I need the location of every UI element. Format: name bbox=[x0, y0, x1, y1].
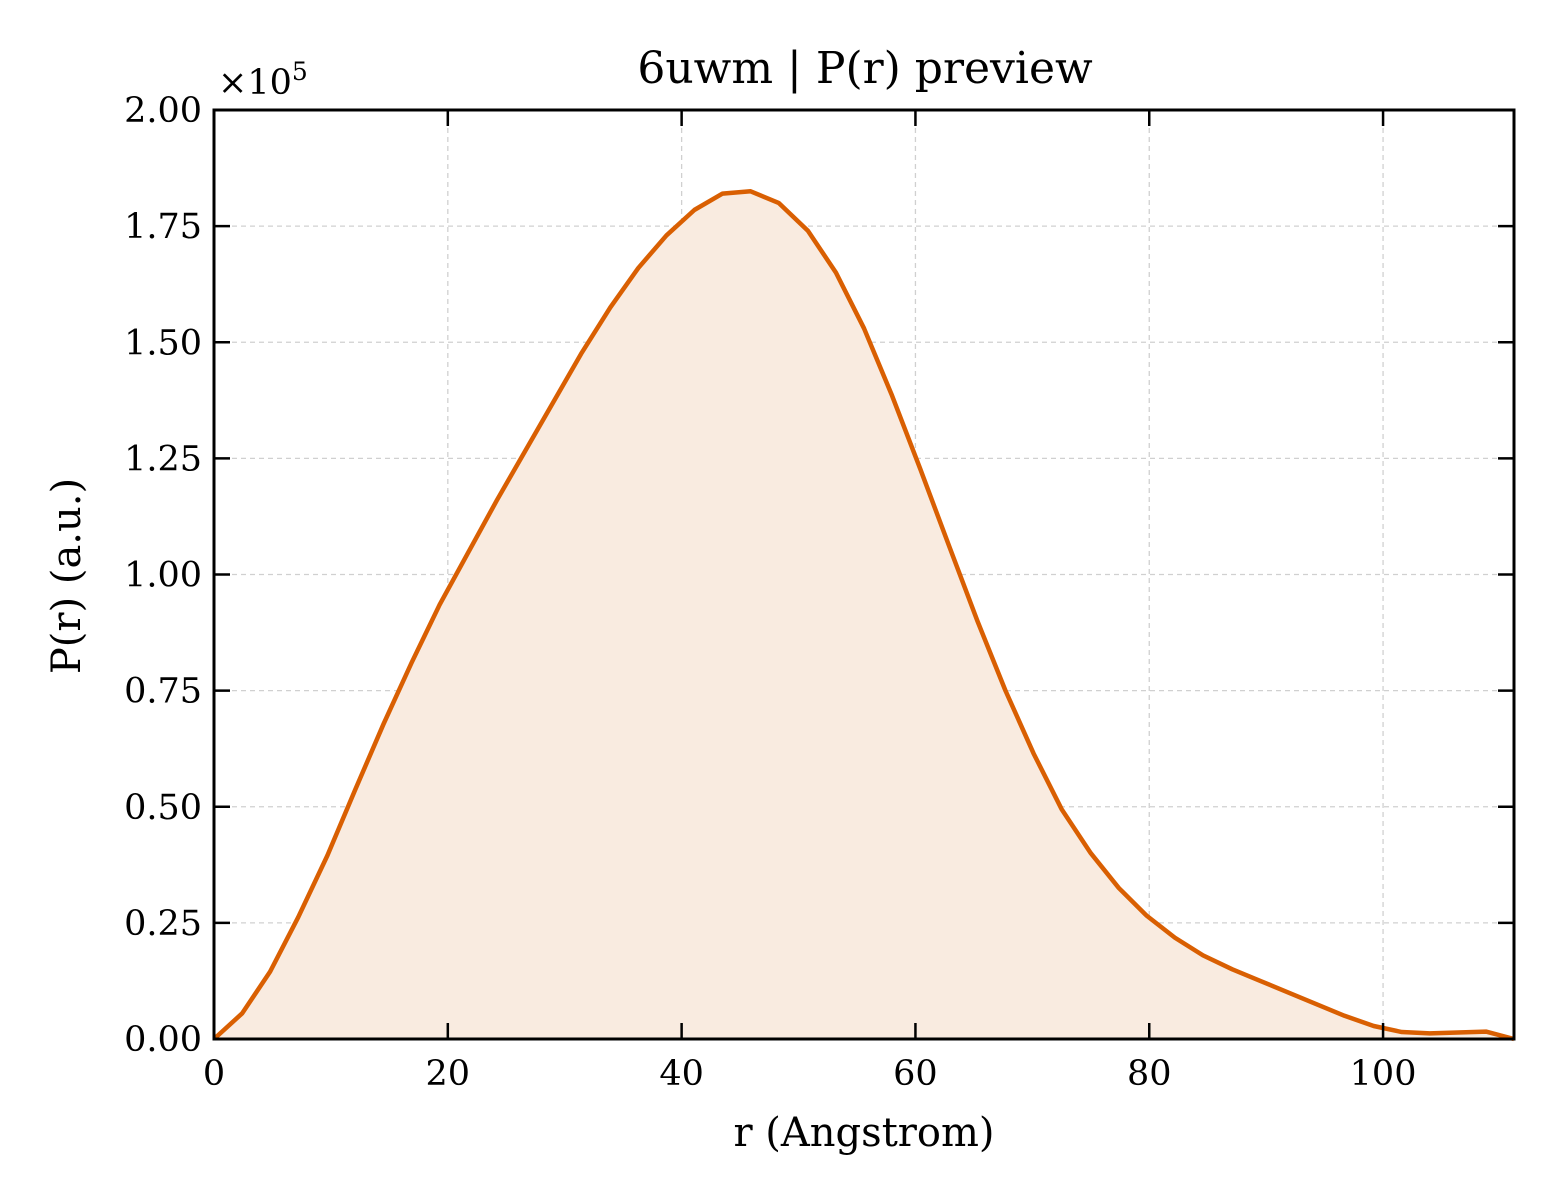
y-tick-label: 0.25 bbox=[124, 904, 202, 944]
y-tick-label: 0.00 bbox=[124, 1020, 202, 1060]
y-offset-exponent: 5 bbox=[292, 57, 308, 86]
ticks bbox=[212, 108, 1514, 1041]
y-tick-label: 1.25 bbox=[124, 439, 202, 479]
x-tick-label: 0 bbox=[203, 1054, 225, 1094]
y-tick-label: 1.50 bbox=[124, 323, 202, 363]
x-tick-label: 100 bbox=[1350, 1054, 1417, 1094]
x-tick-label: 60 bbox=[893, 1054, 938, 1094]
y-offset-base: ×10 bbox=[218, 63, 292, 103]
x-tick-label: 20 bbox=[426, 1054, 471, 1094]
y-tick-label: 0.75 bbox=[124, 672, 202, 712]
tick-labels: 0 20 40 60 80 100 0.00 0.25 0.50 0.75 1.00 1.25 1.50… bbox=[124, 91, 1416, 1094]
y-tick-label: 0.50 bbox=[124, 788, 202, 828]
x-axis-label: r (Angstrom) bbox=[733, 1110, 994, 1156]
x-tick-label: 40 bbox=[659, 1054, 704, 1094]
y-tick-label: 1.00 bbox=[124, 556, 202, 596]
y-tick-label: 1.75 bbox=[124, 207, 202, 247]
series-line bbox=[212, 189, 1515, 1042]
chart-title: 6uwm | P(r) preview bbox=[637, 43, 1093, 94]
x-tick-label: 80 bbox=[1127, 1054, 1172, 1094]
y-tick-label: 2.00 bbox=[124, 91, 202, 131]
y-axis-label: P(r) (a.u.) bbox=[44, 478, 90, 674]
y-offset-label: ×105 bbox=[218, 57, 308, 103]
area-fill bbox=[214, 191, 1514, 1040]
